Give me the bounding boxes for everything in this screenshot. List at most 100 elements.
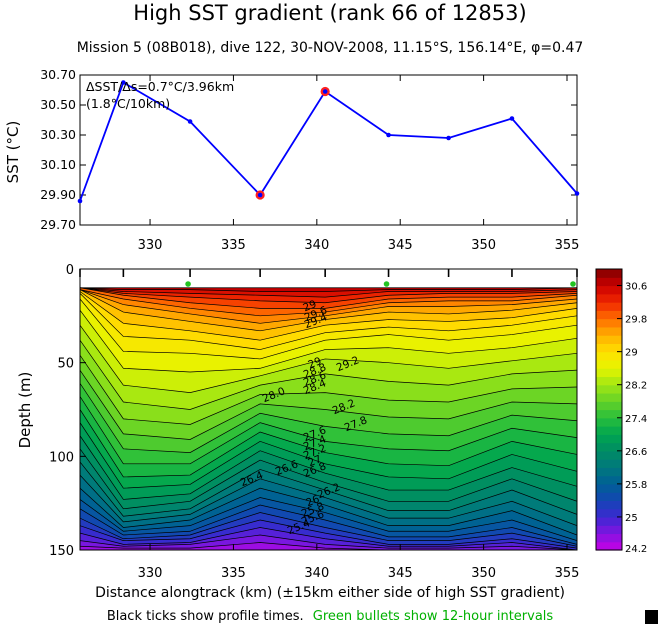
colorbar-segment bbox=[596, 459, 622, 468]
colorbar-segment bbox=[596, 516, 622, 526]
isotherm bbox=[80, 504, 577, 545]
depth-tick-label: 100 bbox=[49, 450, 74, 465]
isotherm bbox=[80, 293, 577, 350]
colorbar-segment bbox=[596, 293, 622, 303]
colorbar-segment bbox=[596, 533, 622, 543]
gradient-annotation: ΔSST/Δs=0.7°C/3.96km bbox=[86, 79, 234, 94]
isotherm bbox=[80, 474, 577, 526]
sst-x-tick-label: 330 bbox=[138, 238, 163, 253]
isotherm bbox=[80, 369, 577, 440]
colorbar-segment bbox=[596, 417, 622, 427]
colorbar-segment bbox=[596, 368, 622, 378]
green-bullets bbox=[185, 281, 576, 287]
green-bullet bbox=[185, 281, 191, 287]
isotherm bbox=[80, 448, 577, 510]
sst-x-tick-label: 335 bbox=[221, 238, 246, 253]
green-bullet bbox=[570, 281, 576, 287]
section-plot-frame bbox=[79, 268, 578, 551]
distance-tick-label: 355 bbox=[555, 566, 580, 581]
colorbar-segment bbox=[596, 409, 622, 419]
sst-x-tick-label: 340 bbox=[304, 238, 329, 253]
section-surface-gap bbox=[80, 269, 577, 288]
colorbar-segment bbox=[596, 310, 622, 320]
section-axis-ticks: 0 50 100 150 330 335 340 345 350 355 bbox=[49, 263, 579, 581]
contour-label: 29 bbox=[301, 298, 318, 314]
colorbar-segment bbox=[596, 384, 622, 394]
isotherm bbox=[80, 542, 577, 550]
isotherm bbox=[80, 497, 577, 541]
distance-tick-label: 335 bbox=[221, 566, 246, 581]
corner-marker bbox=[645, 610, 658, 624]
colorbar-segment bbox=[596, 335, 622, 344]
colorbar-segment bbox=[596, 269, 622, 278]
colorbar-tick-label: 30.6 bbox=[625, 282, 647, 293]
sst-x-tick-label: 345 bbox=[388, 238, 413, 253]
isotherm bbox=[80, 487, 577, 536]
sst-data-point bbox=[121, 80, 126, 85]
colorbar-segment bbox=[596, 434, 622, 444]
sst-y-tick-label: 30.50 bbox=[40, 97, 76, 112]
sst-series bbox=[77, 80, 580, 204]
colorbar-segment bbox=[596, 376, 622, 386]
isotherm bbox=[80, 324, 577, 393]
sst-data-point bbox=[257, 192, 263, 198]
sst-data-point bbox=[386, 132, 391, 138]
sst-data-point bbox=[446, 135, 451, 141]
footer-note-green: Green bullets show 12-hour intervals bbox=[313, 609, 554, 624]
contour-label: 27 bbox=[306, 453, 323, 469]
sst-axis-ticks: 29.70 29.90 30.10 30.30 30.50 30.70 330 335 340 3… bbox=[40, 67, 579, 253]
colorbar-tick-label: 25.8 bbox=[625, 480, 647, 491]
isotherm bbox=[80, 534, 577, 550]
distance-x-axis-label: Distance alongtrack (km) (±15km either s… bbox=[95, 585, 565, 601]
distance-tick-label: 330 bbox=[138, 566, 163, 581]
isotherm bbox=[80, 527, 577, 550]
temperature-band bbox=[80, 535, 577, 550]
contour-label: 29 bbox=[306, 355, 323, 371]
isotherm-lines bbox=[80, 287, 577, 550]
isotherm bbox=[80, 287, 577, 292]
colorbar-tick-label: 27.4 bbox=[625, 414, 647, 425]
colorbar-segment bbox=[596, 525, 622, 535]
isotherm bbox=[80, 289, 577, 324]
isotherm bbox=[80, 409, 577, 478]
sst-y-tick-label: 30.10 bbox=[40, 157, 76, 172]
sst-data-point bbox=[187, 119, 193, 124]
colorbar-segment bbox=[596, 326, 622, 336]
sst-y-tick-label: 30.70 bbox=[40, 67, 76, 82]
colorbar-segment bbox=[596, 500, 622, 510]
sst-y-tick-label: 29.90 bbox=[40, 187, 76, 202]
colorbar-tick-label: 29 bbox=[625, 348, 638, 359]
green-bullet bbox=[383, 281, 390, 287]
colorbar-segment bbox=[596, 508, 622, 518]
isotherm bbox=[80, 298, 577, 360]
distance-tick-label: 350 bbox=[471, 566, 496, 581]
depth-tick-label: 50 bbox=[57, 357, 74, 372]
colorbar-frame bbox=[595, 268, 623, 551]
colorbar-segment bbox=[596, 343, 622, 353]
isotherm bbox=[80, 383, 577, 453]
temperature-section-panel: 2929.629.429.22928.828.628.428.028.227.8… bbox=[16, 263, 579, 601]
isotherm bbox=[80, 396, 577, 465]
colorbar-segment bbox=[596, 392, 622, 402]
distance-tick-label: 340 bbox=[304, 566, 329, 581]
isotherm bbox=[80, 287, 577, 298]
colorbar-segment bbox=[596, 359, 622, 369]
sst-data-point bbox=[77, 198, 83, 204]
isotherm bbox=[80, 289, 577, 332]
sst-line-panel: 29.70 29.90 30.10 30.30 30.50 30.70 330 335 340 3… bbox=[4, 67, 579, 253]
colorbar-segment bbox=[596, 302, 622, 311]
sst-data-point bbox=[322, 89, 328, 94]
isotherm bbox=[80, 291, 577, 341]
isotherm bbox=[80, 461, 577, 517]
colorbar-tick-label: 28.2 bbox=[625, 381, 647, 392]
footer-note-black: Black ticks show profile times. bbox=[107, 609, 304, 624]
colorbar-segment bbox=[596, 483, 622, 493]
isotherm bbox=[80, 287, 577, 309]
colorbar-segment bbox=[596, 277, 622, 287]
sst-x-tick-label: 350 bbox=[471, 238, 496, 253]
figure-title: High SST gradient (rank 66 of 12853) bbox=[133, 1, 526, 25]
isotherm bbox=[80, 422, 577, 489]
colorbar-tick-label: 25 bbox=[625, 513, 638, 524]
colorbar-segment bbox=[596, 467, 622, 477]
